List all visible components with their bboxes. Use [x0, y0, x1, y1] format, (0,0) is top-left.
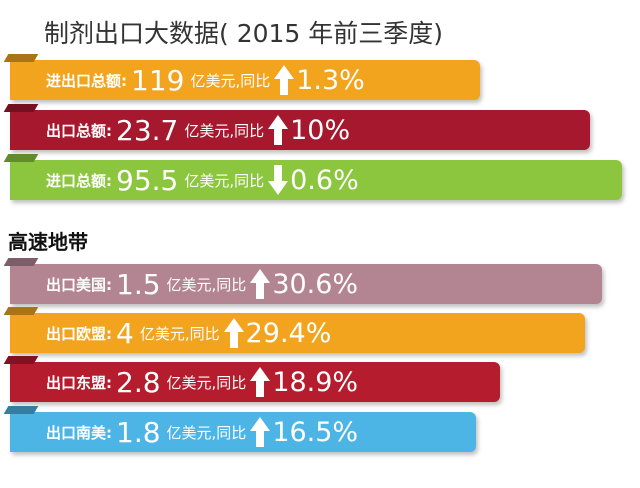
- ribbon: 进出口总额: 119 亿美元,同比 1.3%: [10, 60, 480, 100]
- arrow-up: [250, 367, 271, 397]
- ribbon: 出口美国: 1.5 亿美元,同比 30.6%: [10, 264, 602, 304]
- row-unit: 亿美元,同比: [184, 121, 265, 140]
- arrow-shape: [268, 115, 289, 145]
- row-label: 进口总额:: [46, 171, 112, 190]
- row-value: 1.5: [116, 267, 161, 301]
- arrow-up: [223, 318, 244, 348]
- row-value: 23.7: [116, 113, 179, 147]
- arrow-up: [274, 65, 295, 95]
- row-unit: 亿美元,同比: [166, 373, 247, 392]
- arrow-shape: [223, 318, 244, 348]
- row-label: 出口总额:: [46, 121, 112, 140]
- ribbon: 出口南美: 1.8 亿美元,同比 16.5%: [10, 412, 476, 452]
- row-label: 出口美国:: [46, 275, 112, 294]
- row-label: 出口南美:: [46, 423, 112, 442]
- ribbon: 出口东盟: 2.8 亿美元,同比 18.9%: [10, 362, 500, 402]
- row-unit: 亿美元,同比: [166, 275, 247, 294]
- row-value: 1.8: [116, 415, 161, 449]
- row-change: 30.6%: [272, 268, 359, 300]
- arrow-shape: [250, 269, 271, 299]
- row-value: 2.8: [116, 365, 161, 399]
- row-change: 16.5%: [272, 416, 359, 448]
- row-label: 出口欧盟:: [46, 324, 112, 343]
- row-unit: 亿美元,同比: [184, 171, 265, 190]
- row-value: 119: [131, 63, 185, 97]
- arrow-shape: [274, 65, 295, 95]
- row-unit: 亿美元,同比: [139, 324, 220, 343]
- row-unit: 亿美元,同比: [190, 71, 271, 90]
- row-label: 出口东盟:: [46, 373, 112, 392]
- title: 制剂出口大数据( 2015 年前三季度): [44, 19, 444, 48]
- row-change: 29.4%: [245, 317, 332, 349]
- section-heading: 高速地带: [8, 230, 88, 254]
- ribbon: 进口总额: 95.5 亿美元,同比 0.6%: [10, 160, 622, 200]
- ribbon: 出口欧盟: 4 亿美元,同比 29.4%: [10, 313, 585, 353]
- arrow-up: [268, 115, 289, 145]
- arrow-shape: [268, 165, 289, 195]
- row-value: 95.5: [116, 163, 179, 197]
- row-value: 4: [116, 316, 134, 350]
- arrow-down: [268, 165, 289, 195]
- arrow-up: [250, 269, 271, 299]
- row-label: 进出口总额:: [46, 71, 127, 90]
- arrow-shape: [250, 367, 271, 397]
- arrow-shape: [250, 417, 271, 447]
- ribbon: 出口总额: 23.7 亿美元,同比 10%: [10, 110, 590, 150]
- row-change: 0.6%: [290, 164, 359, 196]
- row-change: 10%: [290, 114, 351, 146]
- arrow-up: [250, 417, 271, 447]
- row-unit: 亿美元,同比: [166, 423, 247, 442]
- row-change: 1.3%: [296, 64, 365, 96]
- row-change: 18.9%: [272, 366, 359, 398]
